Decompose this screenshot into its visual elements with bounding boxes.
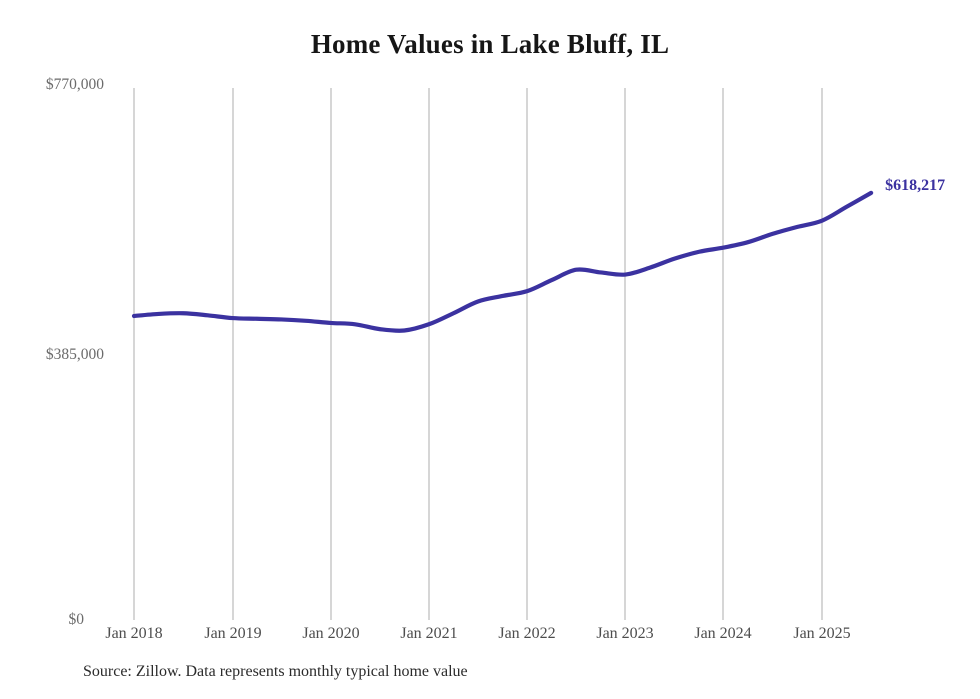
end-value-annotation: $618,217 xyxy=(885,176,946,194)
x-axis-label-jan-2021: Jan 2021 xyxy=(400,625,458,642)
gridlines xyxy=(133,88,823,620)
y-axis-label-top: $770,000 xyxy=(45,76,104,93)
x-axis-label-jan-2023: Jan 2023 xyxy=(596,625,654,642)
x-axis-label-jan-2018: Jan 2018 xyxy=(105,625,163,642)
x-axis-label-jan-2025: Jan 2025 xyxy=(793,625,851,642)
x-axis-label-jan-2022: Jan 2022 xyxy=(498,625,556,642)
chart-title: Home Values in Lake Bluff, IL xyxy=(310,29,670,59)
y-axis-label-mid: $385,000 xyxy=(45,346,104,363)
x-axis-label-jan-2019: Jan 2019 xyxy=(204,625,262,642)
x-axis-label-jan-2020: Jan 2020 xyxy=(302,625,360,642)
home-value-trend-line xyxy=(131,190,874,333)
source-note: Source: Zillow. Data represents monthly … xyxy=(83,663,468,680)
x-axis-label-jan-2024: Jan 2024 xyxy=(694,625,752,642)
y-axis-label-zero: $0 xyxy=(68,611,85,628)
